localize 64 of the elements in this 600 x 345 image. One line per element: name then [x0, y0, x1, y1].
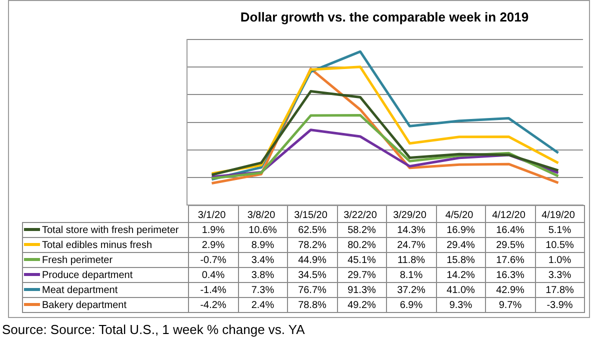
- legend-label: Total edibles minus fresh: [22, 238, 188, 252]
- data-label: 78.2%: [288, 238, 337, 252]
- legend-label: Bakery department: [22, 298, 188, 312]
- data-label: 29.5%: [486, 238, 535, 252]
- data-label: -1.4%: [188, 282, 238, 298]
- data-label: 41.0%: [436, 282, 486, 298]
- legend-label: Meat department: [22, 282, 188, 298]
- data-label: 1.9%: [188, 222, 238, 238]
- x-tick-label: 3/22/20: [344, 210, 378, 221]
- data-label: -0.7%: [188, 252, 238, 268]
- legend-label: Produce department: [22, 268, 188, 282]
- data-label: 17.8%: [535, 282, 584, 298]
- data-label: 34.5%: [288, 268, 337, 282]
- data-label: 15.8%: [436, 252, 486, 268]
- x-tick-label: 3/29/20: [393, 210, 427, 221]
- data-label: 62.5%: [288, 222, 337, 238]
- x-tick-label: 3/15/20: [294, 210, 328, 221]
- legend-label: Total store with fresh perimeter: [22, 222, 188, 238]
- source-note: Source: Source: Total U.S., 1 week % change vs. YA: [2, 322, 305, 337]
- data-label: 8.1%: [386, 268, 436, 282]
- data-label: 16.4%: [486, 222, 535, 238]
- data-label: 14.2%: [436, 268, 486, 282]
- data-label: 44.9%: [288, 252, 337, 268]
- data-label: 11.8%: [386, 252, 436, 268]
- data-label: 14.3%: [386, 222, 436, 238]
- data-label: 76.7%: [288, 282, 337, 298]
- data-label: 1.0%: [535, 252, 584, 268]
- data-label: 37.2%: [386, 282, 436, 298]
- x-tick-label: 3/8/20: [247, 210, 276, 221]
- data-label: 58.2%: [337, 222, 386, 238]
- chart-title: Dollar growth vs. the comparable week in 2019: [240, 9, 529, 24]
- data-label: 0.4%: [188, 268, 238, 282]
- data-label: -3.9%: [535, 298, 584, 312]
- data-label: 10.5%: [535, 238, 584, 252]
- data-label: 78.8%: [288, 298, 337, 312]
- data-label: 3.4%: [238, 252, 288, 268]
- data-label: 24.7%: [386, 238, 436, 252]
- data-label: 16.9%: [436, 222, 486, 238]
- x-tick-label: 3/1/20: [198, 210, 226, 221]
- data-label: 2.4%: [238, 298, 288, 312]
- data-label: 10.6%: [238, 222, 288, 238]
- data-label: 9.3%: [436, 298, 486, 312]
- x-tick-label: 4/12/20: [492, 210, 526, 221]
- data-label: 3.8%: [238, 268, 288, 282]
- data-label: 7.3%: [238, 282, 288, 298]
- data-label: 49.2%: [337, 298, 386, 312]
- x-tick-label: 4/5/20: [445, 210, 474, 221]
- data-label: 42.9%: [486, 282, 535, 298]
- data-label: 6.9%: [386, 298, 436, 312]
- data-label: 80.2%: [337, 238, 386, 252]
- data-label: -4.2%: [188, 298, 238, 312]
- data-label: 29.7%: [337, 268, 386, 282]
- data-label: 45.1%: [337, 252, 386, 268]
- data-label: 29.4%: [436, 238, 486, 252]
- data-label: 8.9%: [238, 238, 288, 252]
- data-label: 17.6%: [486, 252, 535, 268]
- legend-label: Fresh perimeter: [22, 252, 188, 268]
- data-label: 2.9%: [188, 238, 238, 252]
- data-label: 3.3%: [535, 268, 584, 282]
- data-label: 91.3%: [337, 282, 386, 298]
- data-label: 5.1%: [535, 222, 584, 238]
- data-label: 9.7%: [486, 298, 535, 312]
- data-label: 16.3%: [486, 268, 535, 282]
- x-tick-label: 4/19/20: [542, 210, 576, 221]
